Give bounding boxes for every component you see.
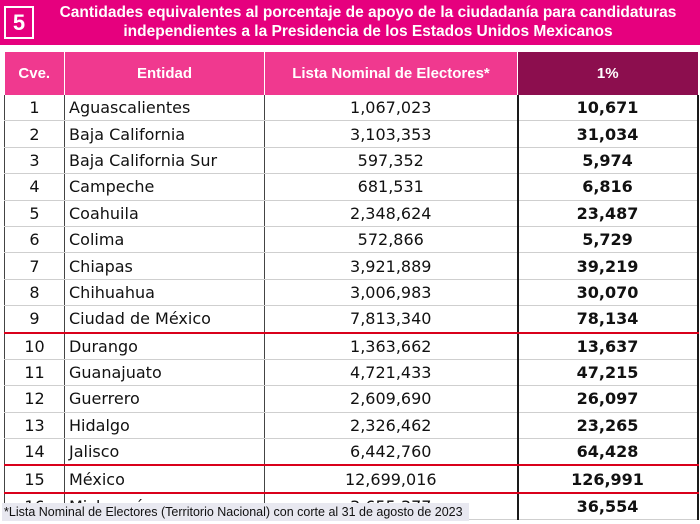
- table-row: 1 Aguascalientes 1,067,023 10,671: [4, 95, 699, 122]
- table-row: 15 México 12,699,016 126,991: [4, 465, 699, 494]
- cell-lista: 2,609,690: [264, 385, 519, 413]
- cell-lista: 1,363,662: [264, 332, 519, 360]
- cell-cve: 2: [4, 120, 65, 148]
- cell-entidad: Jalisco: [64, 438, 265, 467]
- cell-pct: 5,974: [517, 147, 699, 175]
- cell-cve: 1: [4, 95, 65, 122]
- cell-cve: 10: [4, 332, 65, 360]
- cell-entidad: México: [64, 465, 265, 494]
- cell-lista: 2,326,462: [264, 412, 519, 440]
- cell-cve: 9: [4, 305, 65, 334]
- cell-lista: 12,699,016: [264, 465, 519, 494]
- cell-lista: 1,067,023: [264, 95, 519, 122]
- title-line-1: Cantidades equivalentes al porcentaje de…: [59, 4, 677, 21]
- cell-cve: 14: [4, 438, 65, 467]
- cell-pct: 13,637: [517, 332, 699, 360]
- table-row: 12 Guerrero 2,609,690 26,097: [4, 385, 699, 413]
- cell-lista: 3,006,983: [264, 279, 519, 307]
- table-row: 11 Guanajuato 4,721,433 47,215: [4, 359, 699, 387]
- cell-entidad: Guerrero: [64, 385, 265, 413]
- cell-lista: 4,721,433: [264, 359, 519, 387]
- cell-cve: 11: [4, 359, 65, 387]
- cell-cve: 8: [4, 279, 65, 307]
- cell-entidad: Hidalgo: [64, 412, 265, 440]
- section-number-badge: 5: [4, 6, 34, 39]
- cell-lista: 3,921,889: [264, 252, 519, 280]
- cell-entidad: Coahuila: [64, 200, 265, 227]
- table-row: 5 Coahuila 2,348,624 23,487: [4, 200, 699, 227]
- title-banner: 5 Cantidades equivalentes al porcentaje …: [0, 0, 700, 45]
- cell-entidad: Baja California Sur: [64, 147, 265, 175]
- cell-pct: 10,671: [517, 95, 699, 122]
- cell-entidad: Ciudad de México: [64, 305, 265, 334]
- cell-lista: 597,352: [264, 147, 519, 175]
- cell-lista: 6,442,760: [264, 438, 519, 467]
- table-row: 3 Baja California Sur 597,352 5,974: [4, 147, 699, 175]
- table-row: 7 Chiapas 3,921,889 39,219: [4, 252, 699, 280]
- table-row: 6 Colima 572,866 5,729: [4, 226, 699, 254]
- cell-entidad: Aguascalientes: [64, 95, 265, 122]
- table-row: 2 Baja California 3,103,353 31,034: [4, 120, 699, 148]
- cell-lista: 681,531: [264, 173, 519, 201]
- column-header-lista: Lista Nominal de Electores*: [264, 52, 518, 95]
- cell-pct: 6,816: [517, 173, 699, 201]
- cell-cve: 3: [4, 147, 65, 175]
- cell-entidad: Colima: [64, 226, 265, 254]
- cell-cve: 7: [4, 252, 65, 280]
- cell-pct: 126,991: [517, 465, 699, 494]
- support-table: Cve. Entidad Lista Nominal de Electores*…: [4, 52, 699, 521]
- cell-pct: 31,034: [517, 120, 699, 148]
- cell-entidad: Chihuahua: [64, 279, 265, 307]
- cell-pct: 26,097: [517, 385, 699, 413]
- cell-lista: 572,866: [264, 226, 519, 254]
- cell-entidad: Guanajuato: [64, 359, 265, 387]
- cell-pct: 23,265: [517, 412, 699, 440]
- cell-entidad: Campeche: [64, 173, 265, 201]
- cell-lista: 7,813,340: [264, 305, 519, 334]
- table-row: 9 Ciudad de México 7,813,340 78,134: [4, 305, 699, 334]
- cell-pct: 47,215: [517, 359, 699, 387]
- cell-cve: 15: [4, 465, 65, 494]
- column-header-pct: 1%: [517, 52, 698, 95]
- footnote: *Lista Nominal de Electores (Territorio …: [2, 503, 469, 521]
- table-row: 4 Campeche 681,531 6,816: [4, 173, 699, 201]
- cell-pct: 39,219: [517, 252, 699, 280]
- title-line-2: independientes a la Presidencia de los E…: [123, 23, 613, 40]
- cell-entidad: Baja California: [64, 120, 265, 148]
- cell-lista: 3,103,353: [264, 120, 519, 148]
- cell-cve: 12: [4, 385, 65, 413]
- cell-pct: 36,554: [517, 492, 699, 521]
- table-row: 10 Durango 1,363,662 13,637: [4, 332, 699, 360]
- cell-pct: 23,487: [517, 200, 699, 227]
- cell-pct: 30,070: [517, 279, 699, 307]
- cell-pct: 78,134: [517, 305, 699, 334]
- cell-cve: 4: [4, 173, 65, 201]
- column-header-entidad: Entidad: [64, 52, 265, 95]
- cell-entidad: Durango: [64, 332, 265, 360]
- table-row: 14 Jalisco 6,442,760 64,428: [4, 438, 699, 467]
- column-header-cve: Cve.: [4, 52, 65, 95]
- table-row: 8 Chihuahua 3,006,983 30,070: [4, 279, 699, 307]
- cell-cve: 5: [4, 200, 65, 227]
- table-row: 13 Hidalgo 2,326,462 23,265: [4, 412, 699, 440]
- cell-pct: 64,428: [517, 438, 699, 467]
- cell-cve: 13: [4, 412, 65, 440]
- cell-entidad: Chiapas: [64, 252, 265, 280]
- cell-cve: 6: [4, 226, 65, 254]
- table-header-row: Cve. Entidad Lista Nominal de Electores*…: [4, 52, 698, 95]
- cell-pct: 5,729: [517, 226, 699, 254]
- page-title: Cantidades equivalentes al porcentaje de…: [40, 3, 696, 41]
- cell-lista: 2,348,624: [264, 200, 519, 227]
